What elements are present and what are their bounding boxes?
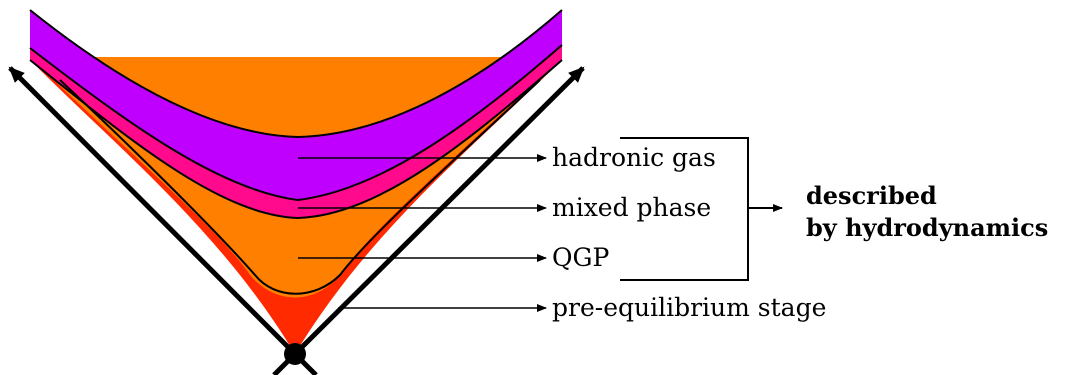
- mixed-phase-bottom-curve: [29, 59, 563, 220]
- thermalization-curve: [59, 79, 541, 295]
- light-cone-right-axis: [293, 66, 585, 356]
- freeze-out-curve: [29, 44, 563, 202]
- hadronic-gas-region: [30, 10, 562, 200]
- hadronic-top-curve: [29, 9, 563, 139]
- collision-point: [284, 343, 306, 365]
- light-cone-left-axis: [8, 66, 297, 356]
- label-pre-equilibrium: pre-equilibrium stage: [552, 293, 826, 322]
- label-qgp: QGP: [552, 243, 609, 272]
- label-mixed-phase: mixed phase: [552, 193, 711, 222]
- summary-line-2: by hydrodynamics: [806, 213, 1048, 242]
- summary-line-1: described: [806, 181, 937, 210]
- label-hadronic-gas: hadronic gas: [552, 143, 716, 172]
